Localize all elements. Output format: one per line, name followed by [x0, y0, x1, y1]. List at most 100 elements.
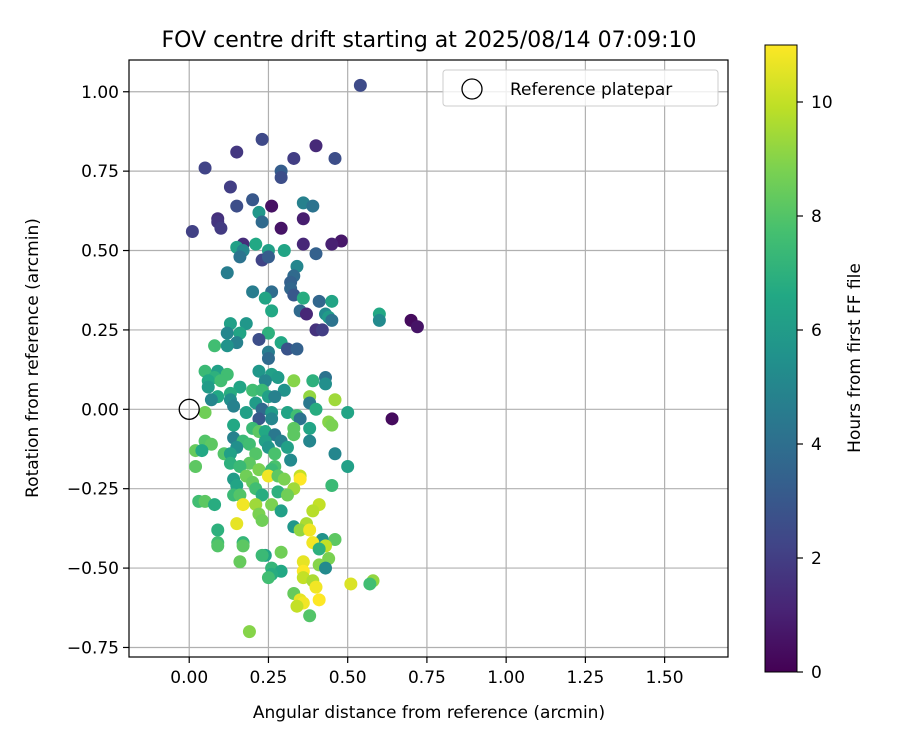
data-point [363, 577, 377, 591]
data-point [309, 580, 323, 594]
data-point [268, 447, 282, 461]
data-point [242, 437, 256, 451]
data-point [211, 539, 225, 553]
data-point [233, 380, 247, 394]
data-point [287, 428, 301, 442]
data-point [261, 326, 275, 340]
data-point [309, 247, 323, 261]
data-point [189, 459, 203, 473]
data-points [185, 78, 424, 639]
x-tick-label: 0.50 [329, 668, 367, 688]
data-point [227, 399, 241, 413]
data-point [303, 434, 317, 448]
x-tick-label: 0.00 [170, 668, 208, 688]
data-point [274, 545, 288, 559]
data-point [287, 374, 301, 388]
data-point [204, 437, 218, 451]
legend: Reference platepar [442, 69, 719, 107]
data-point [258, 291, 272, 305]
colorbar-tick-label: 2 [811, 549, 822, 569]
colorbar [764, 44, 798, 673]
data-point [296, 212, 310, 226]
data-point [255, 548, 269, 562]
data-point [239, 405, 253, 419]
data-point [230, 145, 244, 159]
colorbar-ticks: 0 2 4 6 8 10 [797, 93, 833, 683]
data-point [249, 237, 263, 251]
data-point [211, 523, 225, 537]
data-point [214, 374, 228, 388]
data-point [236, 498, 250, 512]
data-point [246, 383, 260, 397]
data-point [230, 199, 244, 213]
data-point [208, 498, 222, 512]
data-point [325, 313, 339, 327]
data-point [303, 609, 317, 623]
data-point [249, 447, 263, 461]
data-point [318, 561, 332, 575]
data-point [290, 599, 304, 613]
data-point [280, 488, 294, 502]
data-point [328, 447, 342, 461]
data-point [208, 339, 222, 353]
x-axis-label: Angular distance from reference (arcmin) [253, 703, 605, 723]
y-axis-ticks: −0.75 −0.50 −0.25 0.00 0.25 0.50 0.75 1.00 [67, 83, 129, 658]
data-point [198, 405, 212, 419]
data-point [274, 504, 288, 518]
data-point [293, 412, 307, 426]
data-point [296, 291, 310, 305]
data-point [233, 555, 247, 569]
data-point [274, 221, 288, 235]
data-point [268, 390, 282, 404]
y-tick-label: 1.00 [81, 83, 119, 103]
data-point [261, 469, 275, 483]
data-point [255, 488, 269, 502]
data-point [223, 447, 237, 461]
colorbar-tick-label: 10 [811, 93, 833, 113]
data-point [242, 625, 256, 639]
data-point [233, 250, 247, 264]
data-point [246, 285, 260, 299]
data-point [296, 555, 310, 569]
data-point [306, 374, 320, 388]
data-point [265, 199, 279, 213]
chart-title: FOV centre drift starting at 2025/08/14 … [162, 28, 697, 53]
data-point [303, 421, 317, 435]
data-point [312, 294, 326, 308]
data-point [233, 459, 247, 473]
data-point [195, 444, 209, 458]
x-tick-label: 0.25 [250, 668, 288, 688]
data-point [341, 405, 355, 419]
data-point [261, 352, 275, 365]
data-point [328, 151, 342, 165]
colorbar-tick-label: 4 [811, 435, 822, 455]
data-point [325, 237, 339, 251]
x-tick-label: 1.25 [566, 668, 604, 688]
data-point [315, 323, 329, 337]
data-point [185, 224, 199, 238]
data-point [265, 412, 279, 426]
x-tick-label: 1.50 [646, 668, 684, 688]
data-point [239, 317, 253, 331]
data-point [230, 517, 244, 531]
reference-platepar-marker [178, 398, 200, 420]
data-point [296, 237, 310, 251]
data-point [201, 380, 215, 394]
data-point [309, 402, 323, 416]
y-tick-label: −0.25 [67, 480, 119, 500]
data-point [223, 180, 237, 194]
colorbar-label: Hours from first FF file [845, 263, 865, 453]
data-point [265, 304, 279, 318]
data-point [328, 393, 342, 407]
data-point [312, 593, 326, 607]
y-tick-label: −0.75 [67, 638, 119, 658]
data-point [328, 533, 342, 547]
data-point [385, 412, 399, 426]
data-point [204, 393, 218, 407]
data-point [303, 523, 317, 537]
data-point [220, 326, 234, 340]
data-point [261, 250, 275, 264]
data-point [255, 215, 269, 229]
data-point [227, 418, 241, 432]
